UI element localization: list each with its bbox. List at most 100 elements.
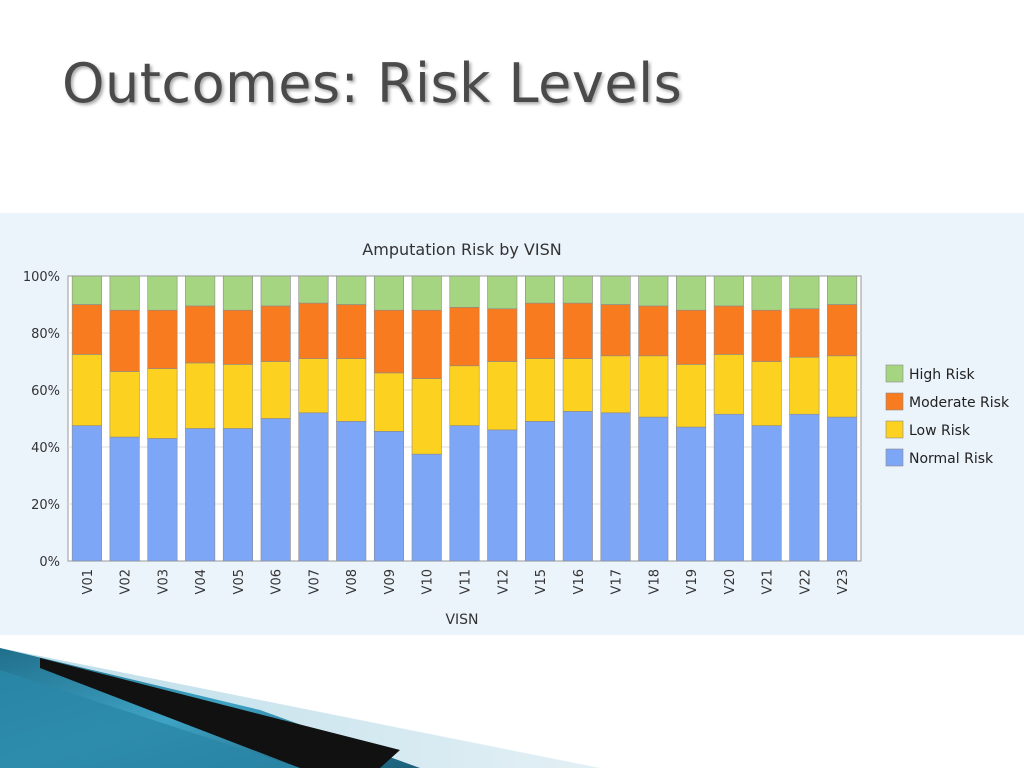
bar-segment-moderate-risk bbox=[222, 309, 253, 365]
x-tick-label: V10 bbox=[421, 569, 436, 594]
bar-segment-low-risk bbox=[71, 354, 102, 426]
x-tick-label: V04 bbox=[194, 569, 209, 594]
bar-segment-normal-risk bbox=[71, 425, 102, 562]
bar-segment-low-risk bbox=[185, 362, 216, 429]
decor-black-stripe bbox=[40, 658, 400, 768]
bar-segment-high-risk bbox=[298, 275, 329, 304]
x-tick-label: V08 bbox=[345, 569, 360, 594]
bar-segment-moderate-risk bbox=[260, 305, 291, 362]
y-tick-label: 20% bbox=[31, 498, 60, 513]
bar-segment-low-risk bbox=[600, 355, 631, 414]
slide-decoration bbox=[0, 648, 600, 768]
legend-label: Moderate Risk bbox=[909, 395, 1010, 411]
bar-segment-low-risk bbox=[751, 361, 782, 426]
bar-segment-moderate-risk bbox=[827, 304, 858, 357]
bar-segment-normal-risk bbox=[260, 418, 291, 562]
chart-panel: Amputation Risk by VISN 0% 20% 40% 60% 80% 10… bbox=[0, 213, 1024, 635]
bar-segment-moderate-risk bbox=[524, 302, 556, 359]
bar-segment-high-risk bbox=[373, 275, 405, 311]
bar-segment-high-risk bbox=[562, 275, 593, 304]
bar-segment-moderate-risk bbox=[109, 309, 140, 372]
bar-segment-moderate-risk bbox=[373, 309, 405, 374]
bar-segment-moderate-risk bbox=[487, 308, 518, 362]
bar-segment-high-risk bbox=[411, 275, 442, 311]
bar-segment-moderate-risk bbox=[71, 304, 102, 355]
bar-segment-high-risk bbox=[487, 275, 518, 310]
slide-title: Outcomes: Risk Levels bbox=[62, 52, 683, 115]
x-axis-ticks: V01 V02 V03 V04 V05 V06 V07 V08 V09 V10 V11 V12 V15 V… bbox=[81, 569, 851, 594]
bar-segment-normal-risk bbox=[713, 413, 744, 562]
bar-segment-normal-risk bbox=[789, 413, 820, 562]
bar-segment-low-risk bbox=[487, 361, 518, 431]
bar-segment-moderate-risk bbox=[751, 309, 782, 362]
bar-segment-moderate-risk bbox=[676, 309, 707, 365]
bar-segment-moderate-risk bbox=[638, 305, 669, 357]
bar-segment-normal-risk bbox=[524, 421, 556, 562]
bar-segment-low-risk bbox=[524, 358, 556, 422]
x-tick-label: V20 bbox=[723, 569, 738, 594]
y-tick-label: 100% bbox=[23, 270, 60, 285]
bar-segment-high-risk bbox=[449, 275, 480, 308]
legend-swatch bbox=[885, 448, 904, 467]
bar-segment-low-risk bbox=[562, 358, 593, 412]
bar-segment-low-risk bbox=[147, 368, 178, 439]
bar-segment-low-risk bbox=[298, 358, 329, 414]
bar-segment-low-risk bbox=[789, 356, 820, 415]
x-tick-label: V17 bbox=[610, 569, 625, 594]
bar-segment-high-risk bbox=[260, 275, 291, 307]
y-tick-label: 60% bbox=[31, 384, 60, 399]
bar-segment-high-risk bbox=[713, 275, 744, 307]
bar-segment-normal-risk bbox=[222, 428, 253, 562]
bar-segment-low-risk bbox=[373, 372, 405, 432]
y-axis-ticks: 0% 20% 40% 60% 80% 100% bbox=[23, 270, 60, 570]
bar-segment-low-risk bbox=[827, 355, 858, 418]
bar-segment-normal-risk bbox=[562, 411, 593, 562]
bar-segment-high-risk bbox=[789, 275, 820, 310]
bar-segment-normal-risk bbox=[827, 416, 858, 562]
x-tick-label: V23 bbox=[836, 569, 851, 594]
x-tick-label: V02 bbox=[119, 569, 134, 594]
bar-segment-normal-risk bbox=[600, 412, 631, 562]
legend-swatch bbox=[885, 392, 904, 411]
bar-segment-moderate-risk bbox=[147, 309, 178, 369]
x-tick-label: V11 bbox=[459, 569, 474, 594]
bar-segment-moderate-risk bbox=[336, 304, 367, 359]
bar-segment-low-risk bbox=[411, 378, 442, 455]
bar-segment-moderate-risk bbox=[185, 305, 216, 364]
chart-title: Amputation Risk by VISN bbox=[362, 240, 561, 259]
stacked-bar-chart: Amputation Risk by VISN 0% 20% 40% 60% 80% 10… bbox=[23, 240, 1010, 628]
x-tick-label: V06 bbox=[270, 569, 285, 594]
bar-segment-low-risk bbox=[336, 358, 367, 422]
bar-segment-high-risk bbox=[751, 275, 782, 311]
bar-segment-moderate-risk bbox=[449, 307, 480, 367]
bar-segment-normal-risk bbox=[487, 429, 518, 562]
x-tick-label: V03 bbox=[156, 569, 171, 594]
bar-segment-normal-risk bbox=[147, 438, 178, 562]
x-axis-label: VISN bbox=[445, 612, 478, 628]
x-tick-label: V22 bbox=[798, 569, 813, 594]
bar-segment-low-risk bbox=[676, 364, 707, 428]
bar-segment-high-risk bbox=[676, 275, 707, 311]
legend-label: Low Risk bbox=[909, 423, 971, 439]
bar-segment-moderate-risk bbox=[562, 302, 593, 359]
bar-segment-normal-risk bbox=[109, 436, 140, 562]
bar-segment-normal-risk bbox=[751, 425, 782, 562]
x-tick-label: V18 bbox=[647, 569, 662, 594]
bar-segment-low-risk bbox=[222, 364, 253, 429]
bar-segment-high-risk bbox=[185, 275, 216, 307]
bar-segment-high-risk bbox=[222, 275, 253, 311]
legend-swatch bbox=[885, 364, 904, 383]
x-tick-label: V07 bbox=[307, 569, 322, 594]
bar-segment-high-risk bbox=[638, 275, 669, 307]
x-tick-label: V01 bbox=[81, 569, 96, 594]
bar-segment-moderate-risk bbox=[713, 305, 744, 355]
bar-segment-normal-risk bbox=[298, 412, 329, 562]
x-tick-label: V12 bbox=[496, 569, 511, 594]
x-tick-label: V09 bbox=[383, 569, 398, 594]
x-tick-label: V16 bbox=[572, 569, 587, 594]
bar-segment-low-risk bbox=[638, 355, 669, 418]
x-tick-label: V05 bbox=[232, 569, 247, 594]
bar-segment-low-risk bbox=[260, 361, 291, 419]
bar-segment-high-risk bbox=[71, 275, 102, 305]
bar-segment-normal-risk bbox=[336, 421, 367, 562]
